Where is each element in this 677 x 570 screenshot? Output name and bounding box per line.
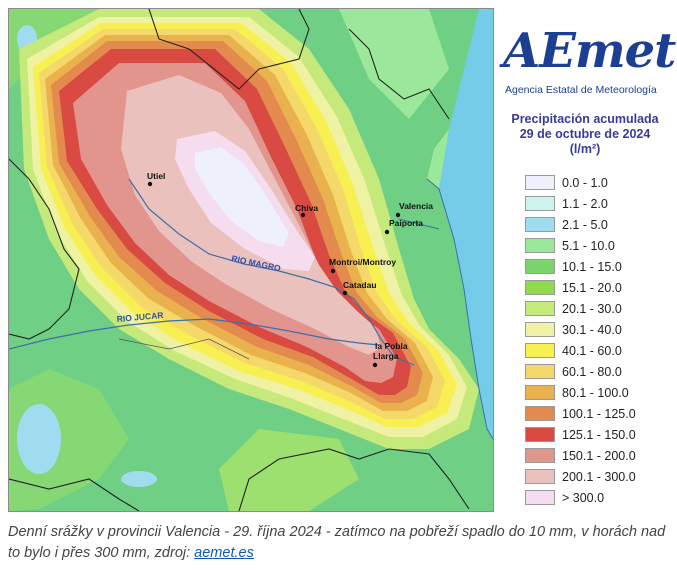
legend-swatch	[525, 280, 555, 295]
legend-label: 125.1 - 150.0	[562, 427, 636, 442]
legend-swatch	[525, 364, 555, 379]
province-boundary	[9, 478, 140, 511]
legend-label: 1.1 - 2.0	[562, 196, 608, 211]
city-label-utiel: Utiel	[147, 171, 165, 181]
aemet-logo: AEmet Agencia Estatal de Meteorología	[503, 18, 676, 108]
source-link[interactable]: aemet.es	[194, 545, 254, 561]
city-label-paiporta: Paiporta	[389, 218, 423, 228]
legend-swatch	[525, 238, 555, 253]
city-dot-valencia	[395, 212, 401, 218]
legend-item: 15.1 - 20.0	[525, 277, 675, 298]
legend-label: 0.0 - 1.0	[562, 175, 608, 190]
river-magro	[128, 178, 415, 366]
legend-item: 30.1 - 40.0	[525, 319, 675, 340]
legend-label: 150.1 - 200.0	[562, 448, 636, 463]
province-boundary	[148, 9, 310, 90]
legend-item: 100.1 - 125.0	[525, 403, 675, 424]
city-dot-la-pobla-llarga	[372, 362, 378, 368]
legend-title-line2: 29 de octubre de 2024	[519, 127, 651, 141]
legend-item: > 300.0	[525, 487, 675, 508]
city-dot-utiel	[147, 181, 153, 187]
legend-label: 5.1 - 10.0	[562, 238, 615, 253]
low-rain-patch	[121, 471, 157, 487]
legend-swatch	[525, 490, 555, 505]
legend-swatch	[525, 427, 555, 442]
legend-label: 200.1 - 300.0	[562, 469, 636, 484]
figure-caption: Denní srážky v provincii Valencia - 29. …	[8, 522, 668, 564]
logo-wordmark: AEmet	[503, 23, 676, 79]
legend-swatch	[525, 217, 555, 232]
legend-swatch	[525, 196, 555, 211]
river-label-jucar: RIO JUCAR	[116, 310, 163, 324]
figure: RIO MAGRO RIO JUCAR Utiel Chiva Valencia…	[8, 8, 677, 512]
map-canvas: RIO MAGRO RIO JUCAR Utiel Chiva Valencia…	[9, 9, 493, 511]
city-dot-paiporta	[384, 229, 390, 235]
city-label-catadau: Catadau	[343, 280, 377, 290]
legend-title-line1: Precipitación acumulada	[511, 112, 659, 126]
legend-item: 10.1 - 15.0	[525, 256, 675, 277]
city-dot-catadau	[342, 290, 348, 296]
legend-label: 20.1 - 30.0	[562, 301, 622, 316]
legend-item: 80.1 - 100.0	[525, 382, 675, 403]
legend-label: 30.1 - 40.0	[562, 322, 622, 337]
city-label-llarga: Llarga	[373, 351, 399, 361]
district-boundary	[118, 338, 250, 360]
legend-swatch	[525, 301, 555, 316]
low-rain-patch	[17, 404, 61, 474]
legend-label: 10.1 - 15.0	[562, 259, 622, 274]
city-dot-chiva	[300, 212, 306, 218]
city-dot-montroi	[330, 268, 336, 274]
province-boundary	[238, 448, 470, 511]
band-peak	[195, 147, 289, 247]
legend-unit: (l/m²)	[569, 142, 601, 156]
legend-swatch	[525, 322, 555, 337]
legend-label: 15.1 - 20.0	[562, 280, 622, 295]
legend-label: > 300.0	[562, 490, 605, 505]
legend-item: 200.1 - 300.0	[525, 466, 675, 487]
legend-label: 2.1 - 5.0	[562, 217, 608, 232]
legend-list: 0.0 - 1.0 1.1 - 2.0 2.1 - 5.0 5.1 - 10.0 10.…	[525, 172, 675, 508]
legend-swatch	[525, 259, 555, 274]
coastline	[426, 178, 493, 440]
legend-label: 60.1 - 80.0	[562, 364, 622, 379]
legend-item: 40.1 - 60.0	[525, 340, 675, 361]
sea	[439, 9, 493, 439]
legend-swatch	[525, 448, 555, 463]
province-boundary	[348, 28, 450, 120]
legend-item: 1.1 - 2.0	[525, 193, 675, 214]
caption-text: Denní srážky v provincii Valencia - 29. …	[8, 524, 666, 561]
river-jucar	[9, 318, 380, 350]
legend-label: 100.1 - 125.0	[562, 406, 636, 421]
logo-subtitle: Agencia Estatal de Meteorología	[505, 84, 657, 96]
legend-label: 40.1 - 60.0	[562, 343, 622, 358]
city-label-la-pobla: la Pobla	[375, 341, 408, 351]
legend-swatch	[525, 406, 555, 421]
legend-item: 2.1 - 5.0	[525, 214, 675, 235]
legend-item: 125.1 - 150.0	[525, 424, 675, 445]
legend-item: 60.1 - 80.0	[525, 361, 675, 382]
legend-item: 0.0 - 1.0	[525, 172, 675, 193]
legend-swatch	[525, 469, 555, 484]
legend-swatch	[525, 343, 555, 358]
legend-item: 20.1 - 30.0	[525, 298, 675, 319]
legend-item: 5.1 - 10.0	[525, 235, 675, 256]
precipitation-map: RIO MAGRO RIO JUCAR Utiel Chiva Valencia…	[8, 8, 494, 512]
coastal-strip	[427, 129, 449, 189]
legend-swatch	[525, 385, 555, 400]
province-boundary	[9, 158, 80, 340]
legend-label: 80.1 - 100.0	[562, 385, 629, 400]
city-label-valencia: Valencia	[399, 201, 433, 211]
city-label-montroi: Montroi/Montroy	[329, 257, 396, 267]
legend-swatch	[525, 175, 555, 190]
legend-item: 150.1 - 200.0	[525, 445, 675, 466]
legend-title: Precipitación acumulada 29 de octubre de…	[495, 112, 675, 157]
legend-panel: AEmet Agencia Estatal de Meteorología Pr…	[495, 8, 676, 510]
city-label-chiva: Chiva	[295, 203, 318, 213]
river-turia	[398, 218, 440, 230]
